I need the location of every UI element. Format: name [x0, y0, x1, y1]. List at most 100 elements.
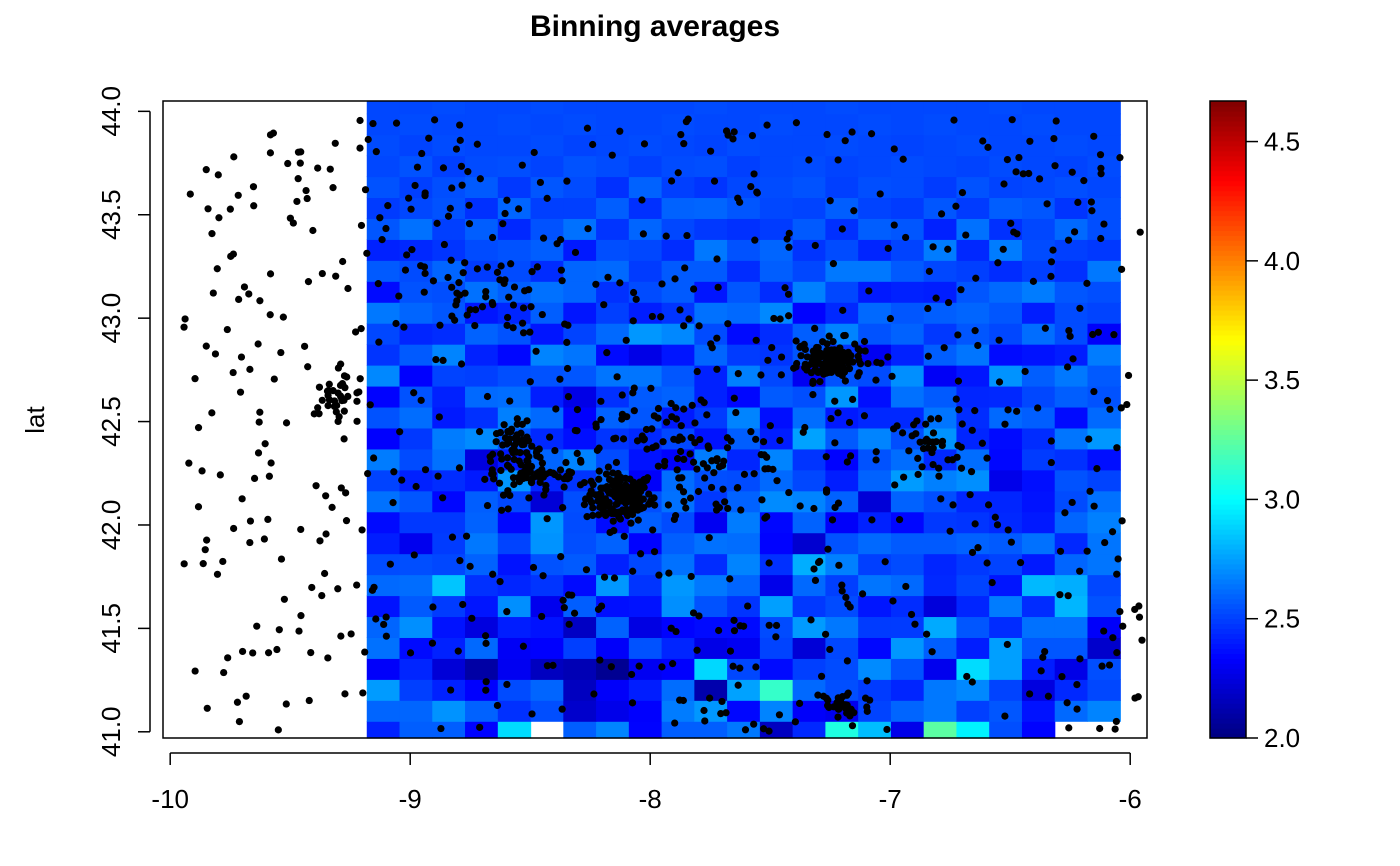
- heatmap-bin: [1021, 260, 1056, 282]
- heatmap-bin: [530, 679, 564, 701]
- heatmap-bin: [465, 616, 499, 638]
- data-point: [765, 559, 773, 567]
- data-point: [293, 197, 301, 206]
- data-point: [661, 457, 669, 466]
- data-point: [834, 713, 842, 721]
- heatmap-bin: [858, 700, 892, 722]
- data-point: [667, 177, 676, 185]
- data-point: [659, 438, 667, 446]
- data-point: [347, 630, 355, 638]
- data-point: [301, 342, 309, 350]
- colorbar-swatch: [1210, 683, 1246, 689]
- heatmap-bin: [465, 344, 499, 366]
- heatmap-bin: [825, 658, 859, 680]
- data-point: [457, 162, 466, 170]
- heatmap-bin: [628, 197, 663, 219]
- data-point: [538, 465, 546, 474]
- data-point: [768, 343, 776, 352]
- heatmap-bin: [890, 365, 925, 387]
- heatmap-bin: [792, 218, 826, 240]
- heatmap-bin: [628, 155, 663, 178]
- data-point: [834, 156, 842, 164]
- data-point: [201, 546, 209, 554]
- data-point: [863, 677, 871, 685]
- heatmap-bin: [465, 553, 499, 576]
- colorbar-swatch: [1210, 668, 1246, 674]
- heatmap-bin: [727, 239, 761, 261]
- data-point: [1015, 153, 1023, 162]
- data-point: [713, 456, 721, 465]
- data-point: [483, 392, 492, 401]
- heatmap-bin: [399, 406, 433, 429]
- data-point: [796, 502, 804, 510]
- heatmap-bin: [563, 155, 597, 178]
- data-point: [203, 704, 211, 712]
- heatmap-bin: [399, 679, 433, 701]
- data-point: [337, 393, 345, 401]
- heatmap-bin: [1087, 406, 1121, 429]
- heatmap-bin: [497, 700, 532, 722]
- colorbar-swatch: [1210, 504, 1246, 510]
- data-point: [322, 530, 330, 538]
- data-point: [1035, 175, 1044, 183]
- heatmap-bin: [825, 490, 859, 513]
- colorbar-swatch: [1210, 359, 1246, 366]
- heatmap-bin: [858, 218, 892, 240]
- data-point: [824, 545, 832, 553]
- colorbar-swatch: [1210, 349, 1246, 356]
- heatmap-bin: [890, 511, 925, 534]
- heatmap-bin: [432, 574, 466, 597]
- data-point: [695, 322, 703, 330]
- data-point: [318, 269, 326, 278]
- heatmap-bin: [890, 302, 925, 324]
- heatmap-bin: [530, 176, 564, 199]
- data-point: [679, 696, 687, 705]
- data-point: [705, 534, 713, 542]
- data-point: [434, 472, 442, 480]
- data-point: [850, 207, 858, 215]
- heatmap-bin: [399, 595, 433, 618]
- data-point: [198, 467, 206, 475]
- data-point: [658, 280, 666, 288]
- data-point: [617, 508, 625, 516]
- colorbar-swatch: [1210, 434, 1246, 441]
- heatmap-bin: [825, 134, 859, 157]
- data-point: [509, 449, 517, 457]
- data-point: [1119, 622, 1127, 630]
- heatmap-bin: [661, 323, 695, 345]
- heatmap-bin: [596, 134, 630, 157]
- data-point: [752, 435, 760, 443]
- heatmap-bin: [530, 574, 564, 597]
- data-point: [662, 418, 671, 426]
- data-point: [539, 473, 547, 481]
- data-point: [863, 703, 871, 711]
- heatmap-bin: [596, 155, 630, 178]
- data-point: [770, 314, 778, 323]
- data-point: [1019, 170, 1027, 178]
- data-point: [724, 320, 732, 328]
- data-point: [242, 692, 250, 700]
- data-point: [447, 686, 455, 694]
- heatmap-bin: [596, 323, 630, 345]
- colorbar-swatch: [1210, 165, 1246, 172]
- data-point: [590, 690, 598, 698]
- data-point: [730, 128, 738, 136]
- data-point: [952, 202, 960, 210]
- heatmap-bin: [989, 448, 1023, 471]
- data-point: [890, 221, 898, 229]
- data-point: [679, 488, 688, 496]
- data-point: [1064, 592, 1072, 600]
- heatmap-bin: [694, 406, 728, 429]
- data-point: [884, 353, 892, 361]
- data-point: [456, 121, 464, 129]
- heatmap-bin: [858, 385, 892, 408]
- data-point: [214, 171, 222, 179]
- data-point: [366, 401, 374, 409]
- data-point: [612, 434, 620, 442]
- colorbar-swatch: [1210, 608, 1246, 615]
- data-point: [729, 662, 737, 670]
- data-point: [1138, 636, 1146, 644]
- heatmap-bin: [596, 281, 630, 303]
- heatmap-bin: [596, 385, 630, 408]
